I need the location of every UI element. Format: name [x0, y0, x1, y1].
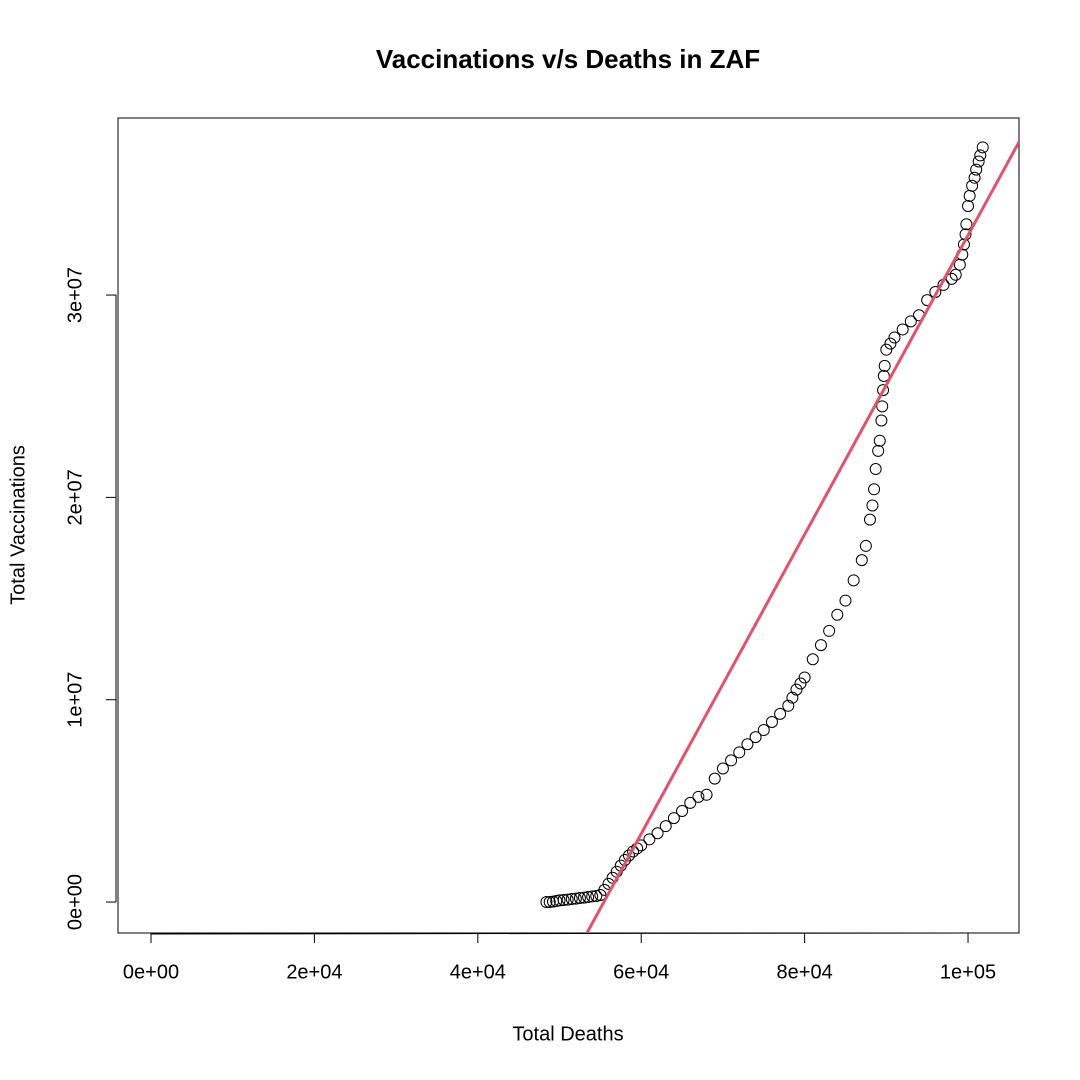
point: [622, 849, 635, 862]
y-tick-label: 1e+07: [64, 672, 86, 728]
point: [725, 754, 738, 767]
regression-line: [585, 141, 1019, 933]
point: [569, 892, 582, 905]
point: [798, 671, 811, 684]
point: [972, 155, 985, 168]
point: [578, 891, 591, 904]
point: [880, 343, 893, 356]
point: [716, 762, 729, 775]
point: [888, 331, 901, 344]
point: [582, 890, 595, 903]
point: [659, 820, 672, 833]
point: [876, 400, 889, 413]
point: [859, 539, 872, 552]
plot-area: [540, 141, 1019, 933]
point: [765, 715, 778, 728]
point: [586, 890, 599, 903]
point: [573, 891, 586, 904]
point: [557, 894, 570, 907]
point: [774, 707, 787, 720]
point: [970, 163, 983, 176]
point: [561, 893, 574, 906]
point: [782, 699, 795, 712]
point: [590, 889, 603, 902]
point: [884, 337, 897, 350]
point: [877, 384, 890, 397]
point: [757, 724, 770, 737]
point: [949, 268, 962, 281]
x-tick-label: 6e+04: [613, 961, 669, 983]
point: [741, 738, 754, 751]
point: [700, 788, 713, 801]
point: [868, 483, 881, 496]
point: [540, 896, 553, 909]
point: [806, 653, 819, 666]
y-axis-label: Total Vaccinations: [7, 445, 29, 605]
point: [692, 790, 705, 803]
point: [651, 827, 664, 840]
x-axis-line: [151, 932, 969, 935]
chart-title: Vaccinations v/s Deaths in ZAF: [376, 44, 760, 74]
point: [814, 639, 827, 652]
y-tick-label: 2e+07: [64, 469, 86, 525]
point: [676, 804, 689, 817]
point: [839, 594, 852, 607]
point: [543, 896, 556, 909]
point: [945, 272, 958, 285]
x-axis-label: Total Deaths: [512, 1023, 623, 1045]
x-tick-label: 4e+04: [450, 961, 506, 983]
point: [749, 731, 762, 744]
point: [974, 149, 987, 162]
point: [968, 171, 981, 184]
point: [855, 554, 868, 567]
point: [869, 463, 882, 476]
point: [957, 238, 970, 251]
point: [966, 179, 979, 192]
point: [872, 444, 885, 457]
point: [863, 513, 876, 526]
point: [976, 141, 989, 154]
x-tick-label: 0e+00: [123, 961, 179, 983]
point: [960, 218, 973, 231]
x-tick-label: 1e+05: [940, 961, 996, 983]
point: [733, 746, 746, 759]
point: [904, 315, 917, 328]
point: [565, 893, 578, 906]
point: [878, 359, 891, 372]
y-tick-label: 3e+07: [64, 267, 86, 323]
point: [896, 323, 909, 336]
point: [667, 812, 680, 825]
point: [823, 624, 836, 637]
point: [684, 796, 697, 809]
point: [708, 772, 721, 785]
point: [790, 683, 803, 696]
x-tick-label: 2e+04: [286, 961, 342, 983]
point: [866, 499, 879, 512]
point: [877, 369, 890, 382]
point: [794, 677, 807, 690]
point: [847, 574, 860, 587]
point: [831, 608, 844, 621]
point: [873, 434, 886, 447]
point: [962, 200, 975, 213]
x-tick-label: 8e+04: [777, 961, 833, 983]
point: [553, 894, 566, 907]
point: [786, 691, 799, 704]
y-tick-label: 0e+00: [64, 874, 86, 930]
point: [875, 414, 888, 427]
point: [643, 833, 656, 846]
